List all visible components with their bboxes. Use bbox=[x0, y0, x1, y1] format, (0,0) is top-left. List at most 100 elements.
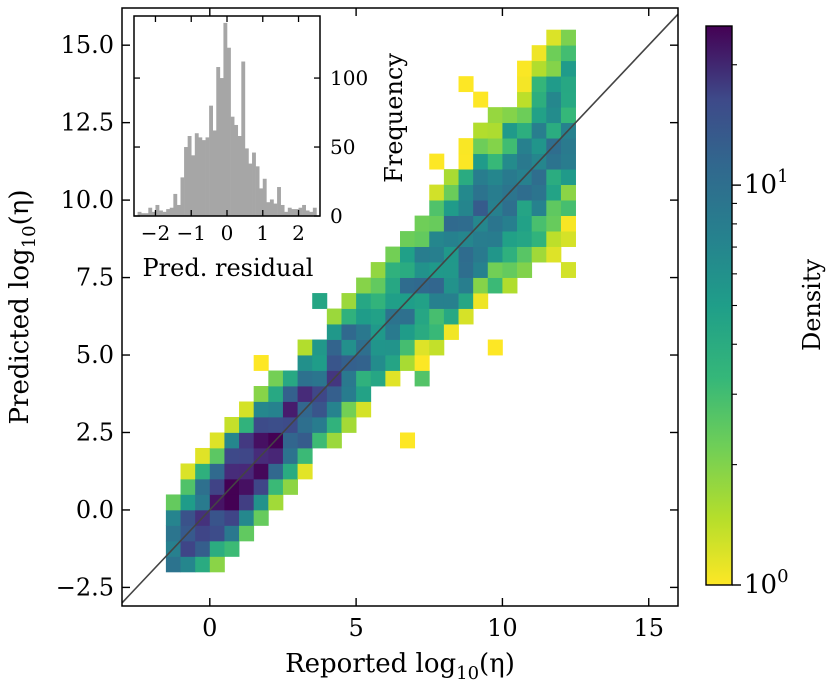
y-axis-label: Predicted log10(η) bbox=[5, 190, 40, 425]
y-tick-label: 7.5 bbox=[76, 264, 114, 292]
heatmap-cell bbox=[429, 215, 445, 232]
heatmap-cell bbox=[531, 200, 547, 216]
colorbar-tick-label: 100 bbox=[744, 566, 789, 600]
heatmap-cell bbox=[443, 215, 459, 232]
heatmap-cell bbox=[326, 401, 342, 418]
heatmap-cell bbox=[473, 169, 489, 186]
heatmap-cell bbox=[341, 324, 357, 340]
heatmap-cell bbox=[195, 540, 211, 557]
heatmap-cell bbox=[546, 45, 562, 62]
heatmap-cell bbox=[312, 401, 328, 418]
heatmap-cell bbox=[487, 262, 503, 278]
inset-bar bbox=[198, 137, 203, 216]
heatmap-cell bbox=[414, 231, 430, 247]
heatmap-cell bbox=[239, 509, 255, 526]
heatmap-cell bbox=[239, 525, 255, 542]
heatmap-cell bbox=[546, 91, 562, 108]
inset-bar bbox=[176, 204, 181, 216]
heatmap-cell bbox=[473, 122, 489, 139]
heatmap-cell bbox=[487, 231, 503, 247]
heatmap-cell bbox=[473, 277, 489, 294]
colorbar-tick-label: 101 bbox=[744, 166, 789, 200]
heatmap-cell bbox=[326, 308, 342, 325]
heatmap-cell bbox=[414, 293, 430, 309]
heatmap-cell bbox=[195, 447, 211, 464]
heatmap-cell bbox=[458, 169, 474, 186]
heatmap-cell bbox=[268, 370, 284, 387]
heatmap-cell bbox=[253, 355, 269, 371]
heatmap-cell bbox=[341, 386, 357, 402]
heatmap-cell bbox=[560, 215, 576, 232]
heatmap-cell bbox=[560, 76, 576, 93]
heatmap-cell bbox=[370, 339, 386, 356]
heatmap-cell bbox=[546, 153, 562, 170]
heatmap-cell bbox=[458, 76, 474, 93]
heatmap-cell bbox=[209, 509, 225, 526]
heatmap-cell bbox=[400, 308, 416, 325]
heatmap-cell bbox=[414, 215, 430, 232]
heatmap-cell bbox=[253, 401, 269, 418]
inset-x-tick-label: 1 bbox=[256, 221, 269, 245]
inset-bar bbox=[309, 211, 314, 216]
colorbar-ticks: 100 101 bbox=[732, 64, 789, 600]
heatmap-cell bbox=[326, 355, 342, 371]
identity-line bbox=[122, 13, 678, 605]
inset-bar bbox=[294, 209, 299, 216]
heatmap-cell bbox=[239, 401, 255, 418]
heatmap-cell bbox=[531, 91, 547, 108]
heatmap-cell bbox=[429, 324, 445, 340]
inset-bar bbox=[298, 207, 303, 216]
heatmap-cell bbox=[282, 478, 298, 495]
heatmap-cell bbox=[473, 231, 489, 247]
heatmap-cell bbox=[341, 401, 357, 418]
heatmap-cell bbox=[356, 293, 372, 309]
heatmap-cell bbox=[385, 370, 401, 387]
heatmap-cell bbox=[458, 200, 474, 216]
heatmap-cell bbox=[443, 169, 459, 186]
heatmap-cell bbox=[224, 509, 240, 526]
heatmap-cell bbox=[487, 107, 503, 124]
inset-bar bbox=[255, 166, 260, 216]
heatmap-cell bbox=[517, 76, 533, 93]
heatmap-cell bbox=[385, 293, 401, 309]
inset-bar bbox=[151, 211, 156, 216]
heatmap-cell bbox=[502, 138, 518, 155]
heatmap-cell bbox=[195, 525, 211, 542]
inset-bar bbox=[209, 105, 213, 216]
heatmap-cell bbox=[546, 215, 562, 232]
heatmap-cell bbox=[531, 138, 547, 155]
heatmap-cell bbox=[385, 355, 401, 371]
heatmap-cell bbox=[209, 478, 225, 495]
inset-bar bbox=[262, 178, 267, 216]
heatmap-cell bbox=[356, 401, 372, 418]
heatmap-cell bbox=[531, 215, 547, 232]
heatmap-cell bbox=[502, 215, 518, 232]
heatmap-cell bbox=[195, 556, 211, 573]
inset-bar bbox=[162, 211, 167, 216]
heatmap-cell bbox=[224, 525, 240, 542]
heatmap-cell bbox=[546, 76, 562, 93]
heatmap-cell bbox=[165, 509, 181, 526]
heatmap-cell bbox=[385, 277, 401, 294]
heatmap-cell bbox=[356, 277, 372, 294]
heatmap-cell bbox=[473, 293, 489, 309]
heatmap-cell bbox=[297, 386, 313, 402]
heatmap-cell bbox=[531, 169, 547, 186]
heatmap-cell bbox=[239, 494, 255, 511]
heatmap-cell bbox=[165, 556, 181, 573]
main-y-axis: −2.5 0.0 2.5 5.0 7.5 10.0 12.5 15.0 bbox=[56, 31, 678, 601]
inset-bar bbox=[159, 210, 163, 216]
heatmap-cell bbox=[502, 246, 518, 263]
inset-bar bbox=[223, 22, 228, 217]
heatmap-cell bbox=[429, 231, 445, 247]
heatmap-cell bbox=[282, 447, 298, 464]
heatmap-cell bbox=[385, 262, 401, 278]
y-tick-label: −2.5 bbox=[56, 573, 114, 601]
heatmap-cell bbox=[443, 324, 459, 340]
x-axis-label: Reported log10(η) bbox=[285, 649, 515, 684]
y-tick-label: 5.0 bbox=[76, 341, 114, 369]
heatmap-cell bbox=[531, 231, 547, 247]
heatmap-cell bbox=[531, 246, 547, 263]
heatmap-cell bbox=[443, 184, 459, 201]
heatmap-cell bbox=[180, 556, 196, 573]
